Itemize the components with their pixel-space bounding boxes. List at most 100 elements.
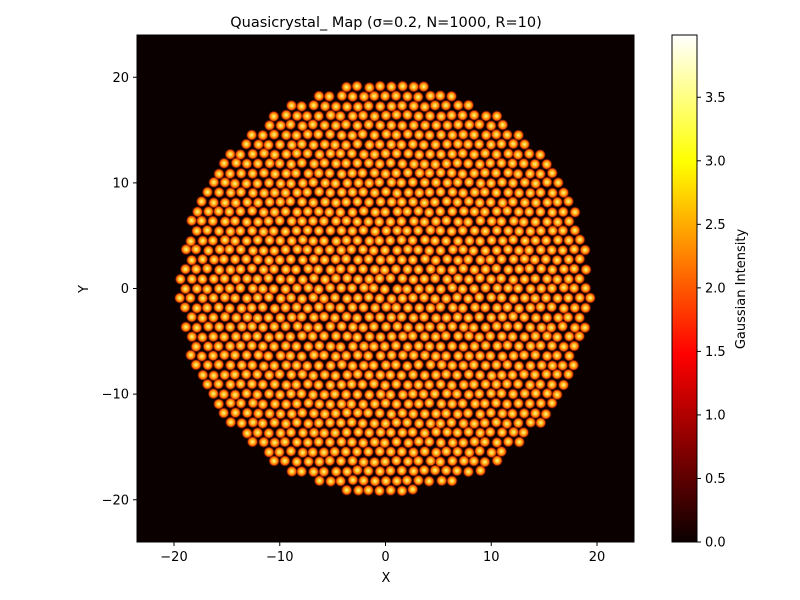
heatmap-spot (240, 368, 253, 381)
heatmap-spot (462, 99, 475, 112)
heatmap-spot (207, 273, 220, 285)
heatmap-spot (524, 187, 537, 199)
heatmap-spot (468, 186, 481, 199)
heatmap-spot (529, 407, 542, 420)
heatmap-spot (324, 416, 336, 429)
heatmap-spot (229, 406, 242, 419)
heatmap-spot (468, 167, 481, 180)
heatmap-spot (235, 186, 247, 198)
heatmap-spot (202, 340, 214, 353)
heatmap-spot (246, 435, 259, 448)
heatmap-spot (434, 166, 447, 179)
heatmap-spot (318, 310, 330, 323)
heatmap-spot (485, 215, 498, 228)
heatmap-spot (434, 301, 447, 313)
heatmap-spot (413, 417, 425, 430)
heatmap-spot (556, 359, 569, 372)
heatmap-spot (246, 378, 258, 390)
heatmap-spot (562, 195, 575, 208)
heatmap-spot (340, 388, 352, 401)
heatmap-spot (229, 215, 241, 227)
heatmap-spot (540, 158, 553, 171)
heatmap-spot (401, 166, 414, 179)
heatmap-spot (323, 206, 336, 219)
heatmap-spot (268, 320, 281, 333)
heatmap-spot (495, 157, 508, 169)
heatmap-spot (468, 378, 480, 391)
heatmap-spot (512, 282, 525, 295)
heatmap-spot (534, 339, 547, 352)
heatmap-spot (474, 272, 486, 284)
heatmap-spot (257, 360, 270, 372)
heatmap-spot (523, 205, 536, 218)
heatmap-spot (468, 263, 481, 276)
heatmap-spot (395, 311, 408, 323)
heatmap-spot (324, 398, 337, 411)
heatmap-spot (456, 283, 469, 295)
heatmap-spot (335, 244, 348, 257)
heatmap-spot (407, 368, 419, 381)
heatmap-spot (228, 368, 241, 381)
heatmap-spot (569, 224, 581, 237)
heatmap-spot (185, 311, 198, 323)
heatmap-spot (396, 426, 409, 439)
heatmap-spot (335, 168, 348, 180)
heatmap-spot (479, 244, 492, 257)
heatmap-spot (540, 368, 553, 381)
heatmap-spot (546, 224, 559, 237)
heatmap-spot (345, 243, 358, 256)
heatmap-spot (285, 426, 297, 439)
heatmap-spot (496, 311, 509, 323)
heatmap-spot (401, 283, 413, 296)
heatmap-spot (430, 369, 442, 381)
heatmap-spot (546, 339, 558, 352)
heatmap-spot (252, 196, 264, 209)
heatmap-spot (418, 196, 431, 209)
heatmap-spot (285, 291, 297, 304)
heatmap-spot (401, 90, 414, 103)
heatmap-spot (180, 321, 192, 333)
heatmap-spot (501, 129, 514, 141)
heatmap-spot (369, 475, 381, 488)
heatmap-spot (212, 398, 225, 410)
heatmap-spot (252, 157, 264, 170)
heatmap-spot (396, 330, 409, 343)
heatmap-spot (546, 359, 559, 372)
heatmap-spot (434, 455, 447, 468)
heatmap-spot (185, 214, 198, 227)
heatmap-spot (435, 358, 448, 371)
heatmap-spot (308, 272, 320, 285)
heatmap-spot (173, 292, 186, 304)
heatmap-spot (579, 321, 591, 334)
heatmap-spot (357, 321, 370, 334)
heatmap-spot (418, 216, 431, 228)
heatmap-spot (263, 119, 276, 132)
heatmap-spot (524, 340, 537, 352)
heatmap-spot (240, 235, 253, 247)
heatmap-spot (240, 349, 253, 361)
heatmap-spot (446, 359, 459, 372)
heatmap-spot (319, 100, 331, 113)
heatmap-spot (301, 360, 314, 372)
heatmap-spot (391, 244, 403, 257)
heatmap-spot (230, 330, 242, 343)
heatmap-spot (407, 311, 420, 324)
heatmap-spot (524, 359, 537, 372)
heatmap-spot (296, 406, 309, 419)
heatmap-spot (462, 312, 475, 324)
heatmap-spot (434, 417, 447, 430)
heatmap-spot (469, 301, 481, 314)
heatmap-spot (518, 311, 531, 324)
heatmap-spot (545, 301, 558, 313)
heatmap-spot (329, 311, 341, 324)
heatmap-spot (241, 292, 253, 305)
heatmap-spot (257, 244, 270, 257)
heatmap-spot (246, 282, 259, 295)
heatmap-spot (473, 311, 486, 323)
heatmap-spot (279, 320, 292, 333)
heatmap-spot (441, 138, 453, 150)
heatmap-spot (329, 427, 341, 439)
heatmap-spot (502, 243, 514, 256)
heatmap-spot (474, 177, 487, 190)
